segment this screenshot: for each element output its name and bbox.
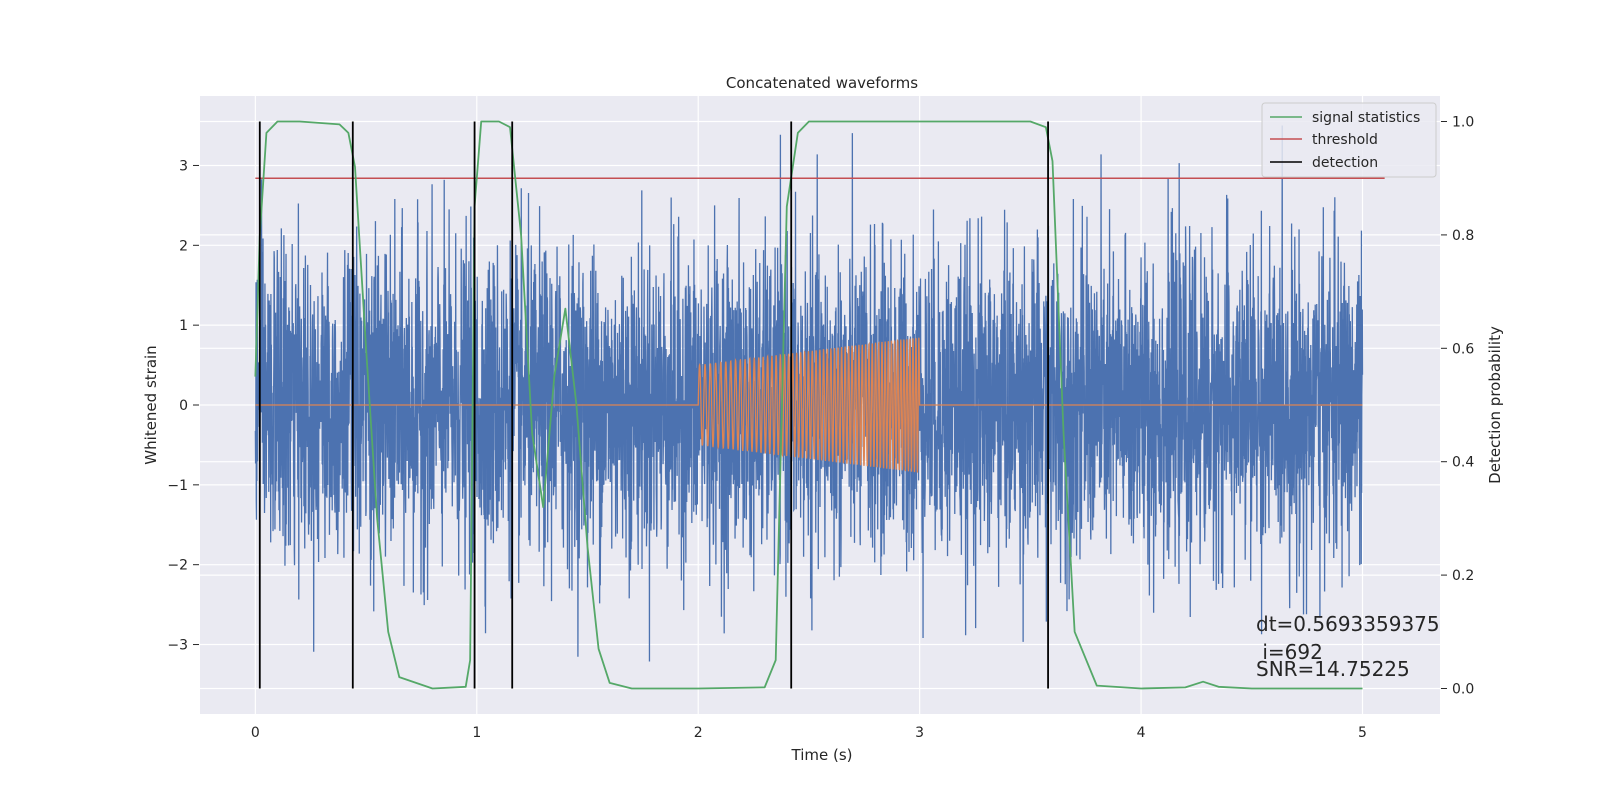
x-tick-label: 1 <box>472 725 481 741</box>
chirp-series-line <box>255 337 1363 473</box>
signal-statistics-line <box>254 120 1363 690</box>
annotation-i: i=692 <box>1256 640 1323 664</box>
y2-axis-label: Detection probability <box>1486 326 1504 484</box>
x-tick-label: 4 <box>1137 725 1146 741</box>
x-tick-label: 5 <box>1358 725 1367 741</box>
y-tick-label: −2 <box>167 558 188 574</box>
chart-title: Concatenated waveforms <box>726 74 918 92</box>
x-axis-label: Time (s) <box>791 746 853 764</box>
y-tick-label: −3 <box>167 638 188 654</box>
y-tick-label: 3 <box>179 158 188 174</box>
legend-label-signal-statistics: signal statistics <box>1312 110 1420 126</box>
x-tick-label: 2 <box>694 725 703 741</box>
annotation-dt: dt=0.5693359375 <box>1256 612 1440 636</box>
series-layer <box>254 120 1385 690</box>
legend-label-detection: detection <box>1312 155 1378 171</box>
y-tick-label: 2 <box>179 238 188 254</box>
y2-tick-label: 0.8 <box>1452 228 1474 244</box>
x-tick-label: 3 <box>915 725 924 741</box>
annotation-snr: SNR=14.75225 <box>1256 657 1410 681</box>
ticks: 0 1 2 3 4 5 −3 −2 −1 0 1 2 3 0.0 0.2 0.4 0.6 0.8 1.0 <box>167 115 1474 741</box>
y2-tick-label: 0.0 <box>1452 681 1474 697</box>
y2-tick-label: 0.2 <box>1452 568 1474 584</box>
noise-series-line <box>254 125 1364 662</box>
y-tick-label: 0 <box>179 398 188 414</box>
y2-tick-label: 1.0 <box>1452 115 1474 131</box>
legend-box <box>1261 102 1437 178</box>
y-tick-label: 1 <box>179 318 188 334</box>
legend: signal statistics threshold detection <box>1261 102 1437 178</box>
x-tick-label: 0 <box>251 725 260 741</box>
y-axis-label: Whitened strain <box>142 345 160 464</box>
y2-tick-label: 0.4 <box>1452 455 1474 471</box>
y-tick-label: −1 <box>167 478 188 494</box>
legend-label-threshold: threshold <box>1312 132 1378 148</box>
y2-tick-label: 0.6 <box>1452 341 1474 357</box>
